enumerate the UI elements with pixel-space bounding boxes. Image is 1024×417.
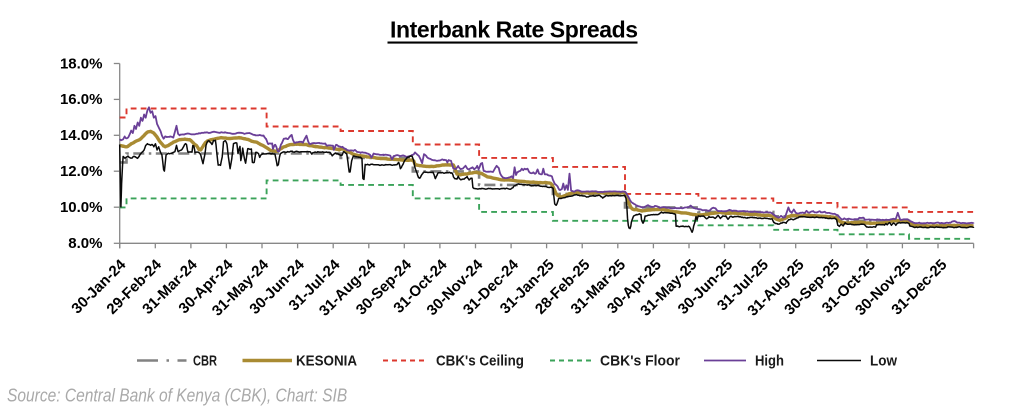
svg-text:12.0%: 12.0%	[60, 163, 103, 180]
svg-text:18.0%: 18.0%	[60, 55, 103, 72]
svg-text:KESONIA: KESONIA	[296, 354, 357, 370]
svg-text:16.0%: 16.0%	[60, 91, 103, 108]
svg-text:Interbank Rate Spreads: Interbank Rate Spreads	[390, 17, 638, 43]
svg-text:Source: Central Bank of Kenya: Source: Central Bank of Kenya (CBK), Cha…	[7, 385, 347, 406]
svg-text:High: High	[755, 354, 784, 370]
svg-text:CBK's Floor: CBK's Floor	[600, 354, 680, 370]
svg-text:14.0%: 14.0%	[60, 127, 103, 144]
svg-text:8.0%: 8.0%	[68, 235, 102, 252]
svg-text:CBR: CBR	[193, 354, 217, 370]
svg-text:Low: Low	[870, 354, 898, 370]
svg-text:CBK's Ceiling: CBK's Ceiling	[436, 354, 524, 370]
svg-text:10.0%: 10.0%	[60, 199, 103, 216]
